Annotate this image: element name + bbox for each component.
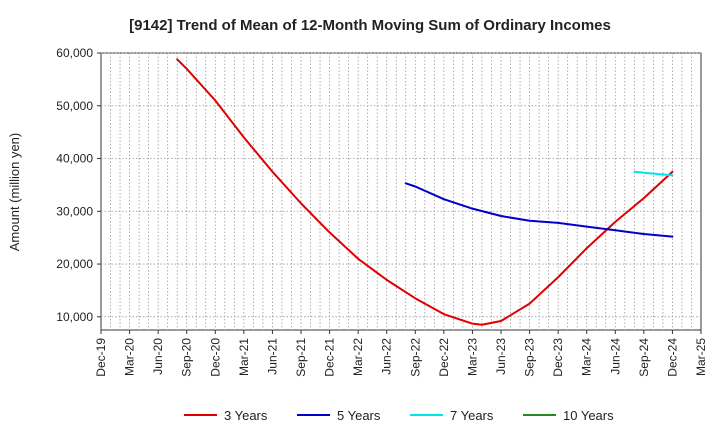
x-tick-label: Dec-22 xyxy=(437,338,451,377)
x-tick-label: Mar-22 xyxy=(351,338,365,376)
y-tick-label: 30,000 xyxy=(56,204,93,218)
x-tick-label: Sep-21 xyxy=(294,338,308,377)
x-tick-label: Sep-22 xyxy=(408,338,422,377)
x-tick-label: Jun-24 xyxy=(608,338,622,375)
plot-border xyxy=(100,52,702,331)
y-tick-label: 50,000 xyxy=(56,99,93,113)
legend-item: 7 Years xyxy=(410,408,494,423)
x-tick-label: Jun-22 xyxy=(380,338,394,375)
grid-lines xyxy=(101,52,701,330)
legend-label: 7 Years xyxy=(450,408,494,423)
chart-title: [9142] Trend of Mean of 12-Month Moving … xyxy=(129,17,611,34)
series-layer xyxy=(176,58,674,326)
x-tick-label: Dec-20 xyxy=(208,338,222,377)
legend-label: 5 Years xyxy=(337,408,381,423)
x-tick-label: Mar-20 xyxy=(123,338,137,376)
series-line-5-years xyxy=(404,182,674,238)
x-tick-label: Sep-23 xyxy=(523,338,537,377)
x-tick-label: Mar-21 xyxy=(237,338,251,376)
y-tick-label: 20,000 xyxy=(56,257,93,271)
axis-ticks: 10,000 20,000 30,000 40,000 50,000 60,000 Dec-… xyxy=(56,46,708,377)
x-tick-label: Mar-25 xyxy=(694,338,708,376)
y-tick-label: 40,000 xyxy=(56,152,93,166)
legend-item: 10 Years xyxy=(523,408,614,423)
y-tick-label: 60,000 xyxy=(56,46,93,60)
x-tick-label: Dec-24 xyxy=(665,338,679,377)
y-tick-label: 10,000 xyxy=(56,310,93,324)
legend-item: 5 Years xyxy=(297,408,381,423)
x-tick-label: Dec-21 xyxy=(323,338,337,377)
legend-item: 3 Years xyxy=(184,408,268,423)
x-tick-label: Sep-24 xyxy=(637,338,651,377)
x-tick-label: Mar-24 xyxy=(580,338,594,376)
series-line-7-years xyxy=(633,170,674,177)
legend: 3 Years 5 Years 7 Years 10 Years xyxy=(184,408,614,423)
plot-background xyxy=(101,53,701,330)
legend-label: 3 Years xyxy=(224,408,268,423)
x-tick-label: Jun-21 xyxy=(265,338,279,375)
plot-area xyxy=(100,52,702,331)
x-tick-label: Dec-19 xyxy=(94,338,108,377)
x-tick-label: Sep-20 xyxy=(180,338,194,377)
x-tick-label: Jun-23 xyxy=(494,338,508,375)
x-tick-label: Dec-23 xyxy=(551,338,565,377)
series-line-3-years xyxy=(176,58,674,326)
x-tick-label: Mar-23 xyxy=(465,338,479,376)
legend-label: 10 Years xyxy=(563,408,614,423)
x-tick-label: Jun-20 xyxy=(151,338,165,375)
y-axis-label: Amount (million yen) xyxy=(7,133,22,252)
